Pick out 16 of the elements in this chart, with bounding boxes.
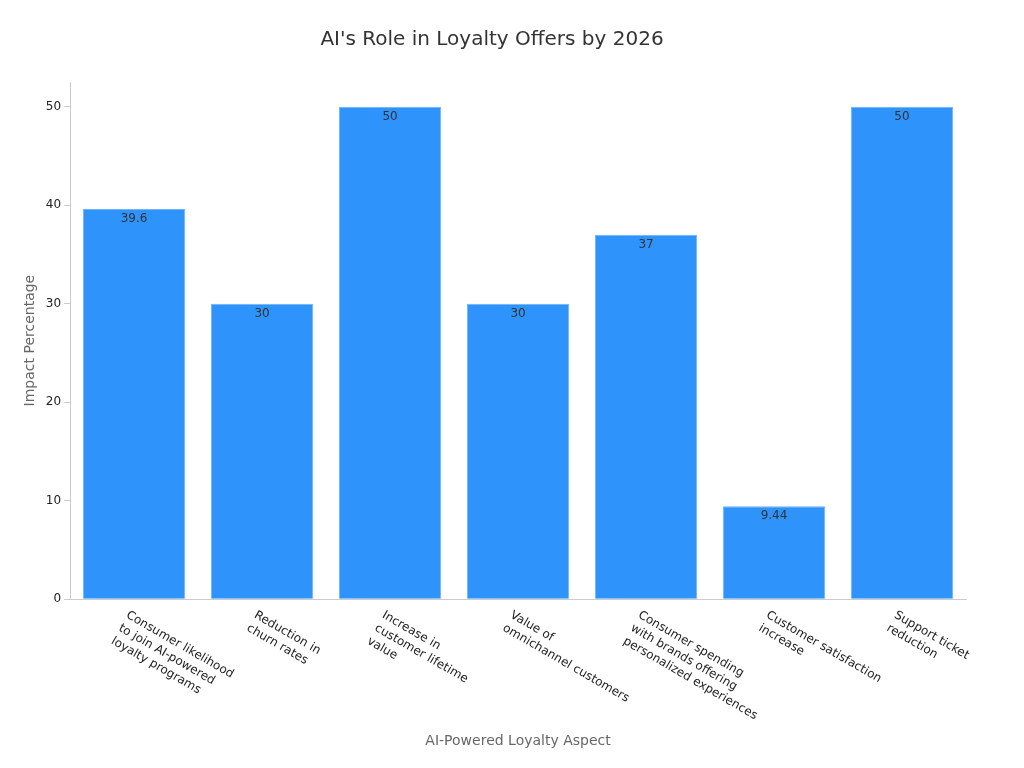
y-tick-label: 20 xyxy=(45,394,62,409)
data-label: 30 xyxy=(510,305,526,320)
data-label: 50 xyxy=(894,108,910,123)
y-tick-label: 0 xyxy=(53,591,62,606)
data-label: 39.6 xyxy=(120,211,148,226)
y-tick-label: 40 xyxy=(45,197,62,212)
y-tick-label: 50 xyxy=(45,98,62,113)
chart-title: AI's Role in Loyalty Offers by 2026 xyxy=(320,26,664,51)
data-label: 50 xyxy=(382,108,398,123)
data-label: 37 xyxy=(638,236,654,251)
y-tick-label: 10 xyxy=(45,492,62,507)
y-axis-title: Impact Percentage xyxy=(21,274,38,407)
data-label: 30 xyxy=(254,305,270,320)
x-axis-title: AI-Powered Loyalty Aspect xyxy=(425,732,612,749)
y-tick-label: 30 xyxy=(45,295,62,310)
data-label: 9.44 xyxy=(760,508,788,523)
